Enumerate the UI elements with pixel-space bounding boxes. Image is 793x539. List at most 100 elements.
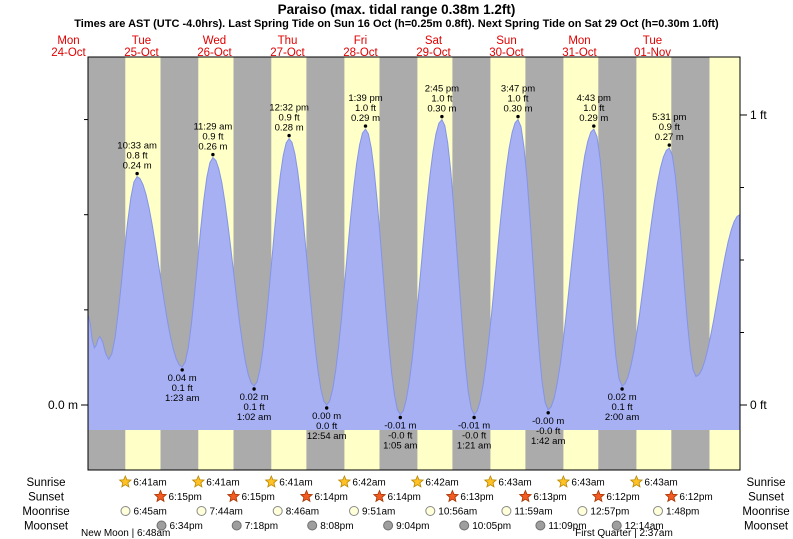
moonrise-time: 8:46am: [286, 507, 319, 518]
row-label-left-sunrise: Sunrise: [27, 477, 66, 489]
day-label: Thu 27-Oct: [270, 35, 305, 59]
day-label: Mon 24-Oct: [51, 35, 86, 59]
chart-subtitle: Times are AST (UTC -4.0hrs). Last Spring…: [74, 18, 719, 30]
sunset-time: 6:15pm: [242, 492, 275, 503]
moon-phase-label: First Quarter | 2:37am: [575, 528, 673, 539]
low-tide-marker: [252, 387, 256, 391]
sunset-time: 6:12pm: [679, 492, 712, 503]
moonrise-icon: [349, 506, 359, 516]
high-tide-label: 10:33 am 0.8 ft 0.24 m: [117, 141, 157, 172]
high-tide-label: 12:32 pm 0.9 ft 0.28 m: [269, 103, 309, 134]
moonrise-icon: [120, 506, 131, 516]
day-label: Tue 01-Nov: [634, 35, 671, 59]
moon-phase-label: New Moon | 6:48am: [81, 528, 170, 539]
moonset-time: 12:14am: [625, 521, 664, 532]
sunset-time: 6:13pm: [533, 492, 566, 503]
moonset-icon: [535, 520, 546, 531]
sunset-time: 6:14pm: [388, 492, 421, 503]
chart-title: Paraiso (max. tidal range 0.38m 1.2ft): [277, 2, 516, 17]
day-label: Sun 30-Oct: [489, 35, 524, 59]
low-tide-marker: [620, 387, 624, 391]
sunset-time: 6:12pm: [606, 492, 639, 503]
sunrise-time: 6:41am: [279, 478, 312, 489]
moonrise-time: 11:59am: [514, 507, 552, 518]
low-tide-label: 0.02 m 0.1 ft 1:02 am: [237, 392, 271, 423]
sunrise-time: 6:43am: [644, 478, 677, 489]
moonset-icon: [156, 520, 167, 531]
moonset-icon: [231, 520, 242, 531]
day-label: Sat 29-Oct: [416, 35, 451, 59]
low-tide-label: 0.00 m 0.0 ft 12:54 am: [307, 411, 347, 442]
moonrise-icon: [272, 506, 283, 516]
sunrise-star-icon: [629, 474, 644, 488]
high-tide-marker: [287, 133, 291, 138]
moonrise-icon: [425, 506, 436, 516]
moonrise-icon: [196, 506, 207, 516]
sunset-star-icon: [664, 489, 679, 503]
sunrise-time: 6:42am: [352, 478, 385, 489]
high-tide-marker: [667, 143, 671, 147]
sunset-time: 6:15pm: [169, 492, 202, 503]
sunset-star-icon: [226, 489, 241, 503]
row-label-left-sunset: Sunset: [28, 492, 65, 504]
high-tide-label: 3:47 pm 1.0 ft 0.30 m: [501, 84, 535, 115]
sunrise-time: 6:41am: [133, 478, 166, 489]
moonrise-time: 6:45am: [134, 507, 167, 518]
moonrise-time: 7:44am: [210, 507, 243, 518]
moonrise-icon: [501, 506, 512, 516]
high-tide-label: 11:29 am 0.9 ft 0.26 m: [193, 122, 232, 153]
high-tide-label: 5:31 pm 0.9 ft 0.27 m: [652, 112, 686, 143]
sunset-star-icon: [518, 489, 533, 503]
high-tide-marker: [363, 124, 368, 128]
sunrise-star-icon: [118, 474, 132, 488]
moonrise-time: 10:56am: [438, 507, 477, 518]
low-tide-marker: [472, 415, 476, 420]
row-label-right-sunrise: Sunrise: [747, 477, 786, 489]
high-tide-marker: [440, 114, 444, 119]
moonset-icon: [459, 520, 470, 531]
day-label: Mon 31-Oct: [562, 35, 597, 59]
left-axis-label: 0.0 m: [48, 398, 78, 412]
high-tide-label: 4:43 pm 1.0 ft 0.29 m: [577, 93, 611, 124]
low-tide-label: -0.00 m -0.0 ft 1:42 am: [531, 416, 565, 447]
row-label-right-sunset: Sunset: [748, 492, 785, 504]
day-label: Wed 26-Oct: [197, 35, 232, 59]
sunset-time: 6:14pm: [315, 492, 348, 503]
moonrise-icon: [577, 506, 588, 516]
moonset-time: 10:05pm: [472, 521, 511, 532]
sunrise-star-icon: [191, 474, 205, 488]
sunrise-star-icon: [556, 474, 571, 488]
sunrise-star-icon: [483, 474, 498, 488]
moonrise-time: 12:57pm: [590, 507, 629, 518]
high-tide-marker: [211, 152, 215, 157]
high-tide-marker: [592, 124, 596, 128]
high-tide-label: 1:39 pm 1.0 ft 0.29 m: [348, 93, 382, 124]
low-tide-marker: [180, 368, 184, 372]
row-label-right-moonrise: Moonrise: [742, 506, 789, 518]
moonset-time: 9:04pm: [396, 521, 429, 532]
moonrise-time: 9:51am: [362, 507, 395, 518]
row-label-right-moonset: Moonset: [744, 521, 789, 533]
moonset-time: 6:34pm: [170, 521, 203, 532]
day-label: Fri 28-Oct: [343, 35, 378, 59]
sunset-star-icon: [299, 489, 314, 503]
moonset-icon: [611, 520, 622, 531]
moonset-time: 7:18pm: [245, 521, 278, 532]
high-tide-marker: [135, 171, 139, 176]
sunset-star-icon: [153, 489, 168, 503]
moonrise-time: 1:48pm: [666, 507, 699, 518]
sunset-star-icon: [591, 489, 606, 503]
low-tide-marker: [398, 415, 402, 420]
sunrise-star-icon: [410, 474, 425, 488]
day-label: Tue 25-Oct: [124, 35, 159, 59]
high-tide-label: 2:45 pm 1.0 ft 0.30 m: [425, 84, 459, 115]
sunrise-star-icon: [337, 474, 352, 488]
right-axis-label: 1 ft: [750, 108, 767, 122]
moonset-time: 8:08pm: [320, 521, 353, 532]
sunset-star-icon: [445, 489, 460, 503]
low-tide-label: -0.01 m -0.0 ft 1:05 am: [383, 421, 417, 452]
low-tide-label: 0.04 m 0.1 ft 1:23 am: [165, 373, 199, 404]
tide-area: [88, 119, 740, 430]
sunrise-time: 6:41am: [206, 478, 239, 489]
